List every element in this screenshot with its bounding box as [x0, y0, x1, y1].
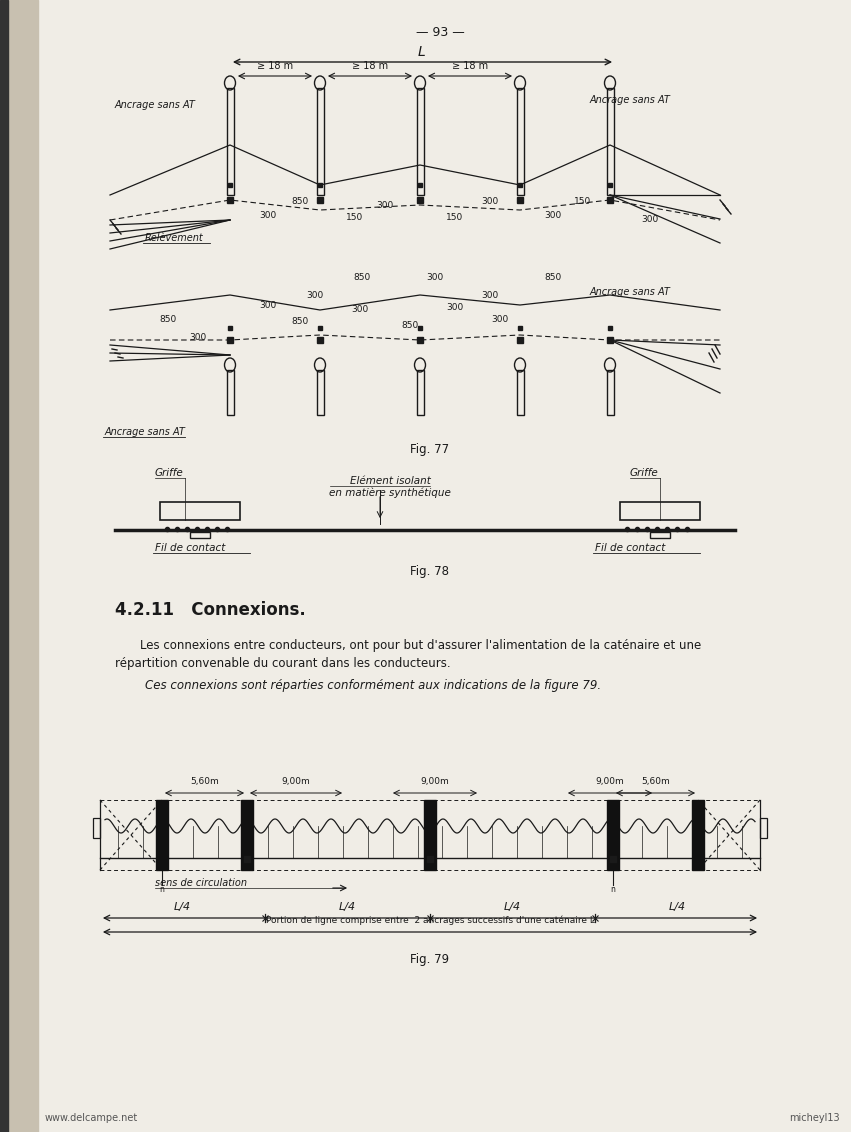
Text: Fil de contact: Fil de contact — [595, 543, 665, 554]
Text: 300: 300 — [482, 197, 499, 206]
Bar — [317, 88, 323, 195]
Text: 9,00m: 9,00m — [282, 777, 311, 786]
Text: 5,60m: 5,60m — [190, 777, 219, 786]
Text: 850: 850 — [159, 316, 177, 325]
Text: 150: 150 — [574, 197, 591, 206]
Text: Les connexions entre conducteurs, ont pour but d'assurer l'alimentation de la ca: Les connexions entre conducteurs, ont po… — [140, 638, 701, 652]
Bar — [607, 88, 614, 195]
Bar — [607, 370, 614, 415]
Bar — [241, 800, 253, 871]
Text: répartition convenable du courant dans les conducteurs.: répartition convenable du courant dans l… — [115, 657, 451, 669]
Bar — [692, 800, 704, 871]
Text: ≥ 18 m: ≥ 18 m — [352, 61, 388, 71]
Text: 300: 300 — [642, 215, 659, 224]
Text: L/4: L/4 — [504, 902, 521, 912]
Bar — [226, 370, 233, 415]
Text: 150: 150 — [447, 214, 464, 223]
Text: 4.2.11   Connexions.: 4.2.11 Connexions. — [115, 601, 306, 619]
Text: ≥ 18 m: ≥ 18 m — [257, 61, 293, 71]
Text: Griffe: Griffe — [630, 468, 659, 478]
Text: 5,60m: 5,60m — [641, 777, 670, 786]
Text: Fil de contact: Fil de contact — [155, 543, 226, 554]
Text: 850: 850 — [353, 274, 371, 283]
Bar — [0, 0, 8, 1132]
Text: 300: 300 — [260, 211, 277, 220]
Text: Relèvement: Relèvement — [145, 233, 203, 243]
Bar — [226, 88, 233, 195]
Text: 300: 300 — [426, 274, 443, 283]
Text: Ancrage sans AT: Ancrage sans AT — [105, 427, 186, 437]
Text: 300: 300 — [260, 300, 277, 309]
Text: 850: 850 — [291, 197, 309, 206]
Text: Ancrage sans AT: Ancrage sans AT — [590, 288, 671, 297]
Bar — [8, 0, 38, 1132]
Text: 9,00m: 9,00m — [420, 777, 449, 786]
Text: 9,00m: 9,00m — [596, 777, 625, 786]
Text: n: n — [610, 885, 615, 894]
Text: Fig. 77: Fig. 77 — [410, 444, 449, 456]
Text: L/4: L/4 — [339, 902, 356, 912]
Text: 300: 300 — [351, 306, 368, 315]
Text: Portion de ligne comprise entre  2 ancrages successifs d'une caténaire L: Portion de ligne comprise entre 2 ancrag… — [266, 916, 595, 925]
Text: Fig. 78: Fig. 78 — [410, 566, 449, 578]
Bar — [760, 818, 767, 838]
Text: 850: 850 — [545, 274, 562, 283]
Text: Fig. 79: Fig. 79 — [410, 953, 449, 967]
Text: Elément isolant
en matière synthétique: Elément isolant en matière synthétique — [329, 475, 451, 498]
Bar — [607, 800, 619, 871]
Text: 300: 300 — [447, 303, 464, 312]
Text: sens de circulation: sens de circulation — [155, 878, 247, 887]
Bar — [424, 800, 436, 871]
Bar — [620, 501, 700, 520]
Text: L/4: L/4 — [669, 902, 686, 912]
Bar — [650, 532, 670, 538]
Text: 300: 300 — [306, 291, 323, 300]
Text: L: L — [418, 45, 426, 59]
Bar — [317, 370, 323, 415]
Text: 300: 300 — [545, 211, 562, 220]
Text: Ancrage sans AT: Ancrage sans AT — [590, 95, 671, 105]
Text: 850: 850 — [402, 320, 419, 329]
Text: 300: 300 — [376, 200, 394, 209]
Text: n: n — [160, 885, 164, 894]
Bar — [156, 800, 168, 871]
Text: Ancrage sans AT: Ancrage sans AT — [115, 100, 196, 110]
Text: 300: 300 — [482, 291, 499, 300]
Bar — [190, 532, 210, 538]
Bar — [416, 370, 424, 415]
Text: — 93 —: — 93 — — [415, 26, 465, 38]
Text: L/4: L/4 — [174, 902, 191, 912]
Bar — [160, 501, 240, 520]
Text: 150: 150 — [346, 214, 363, 223]
Bar — [517, 88, 523, 195]
Text: micheyl13: micheyl13 — [790, 1113, 840, 1123]
Bar — [93, 818, 100, 838]
Text: 300: 300 — [190, 333, 207, 342]
Text: 850: 850 — [291, 317, 309, 326]
Text: 300: 300 — [491, 316, 509, 325]
Text: www.delcampe.net: www.delcampe.net — [45, 1113, 138, 1123]
Text: ≥ 18 m: ≥ 18 m — [452, 61, 488, 71]
Bar — [517, 370, 523, 415]
Bar — [416, 88, 424, 195]
Text: Griffe: Griffe — [155, 468, 184, 478]
Text: Ces connexions sont réparties conformément aux indications de la figure 79.: Ces connexions sont réparties conforméme… — [145, 678, 601, 692]
